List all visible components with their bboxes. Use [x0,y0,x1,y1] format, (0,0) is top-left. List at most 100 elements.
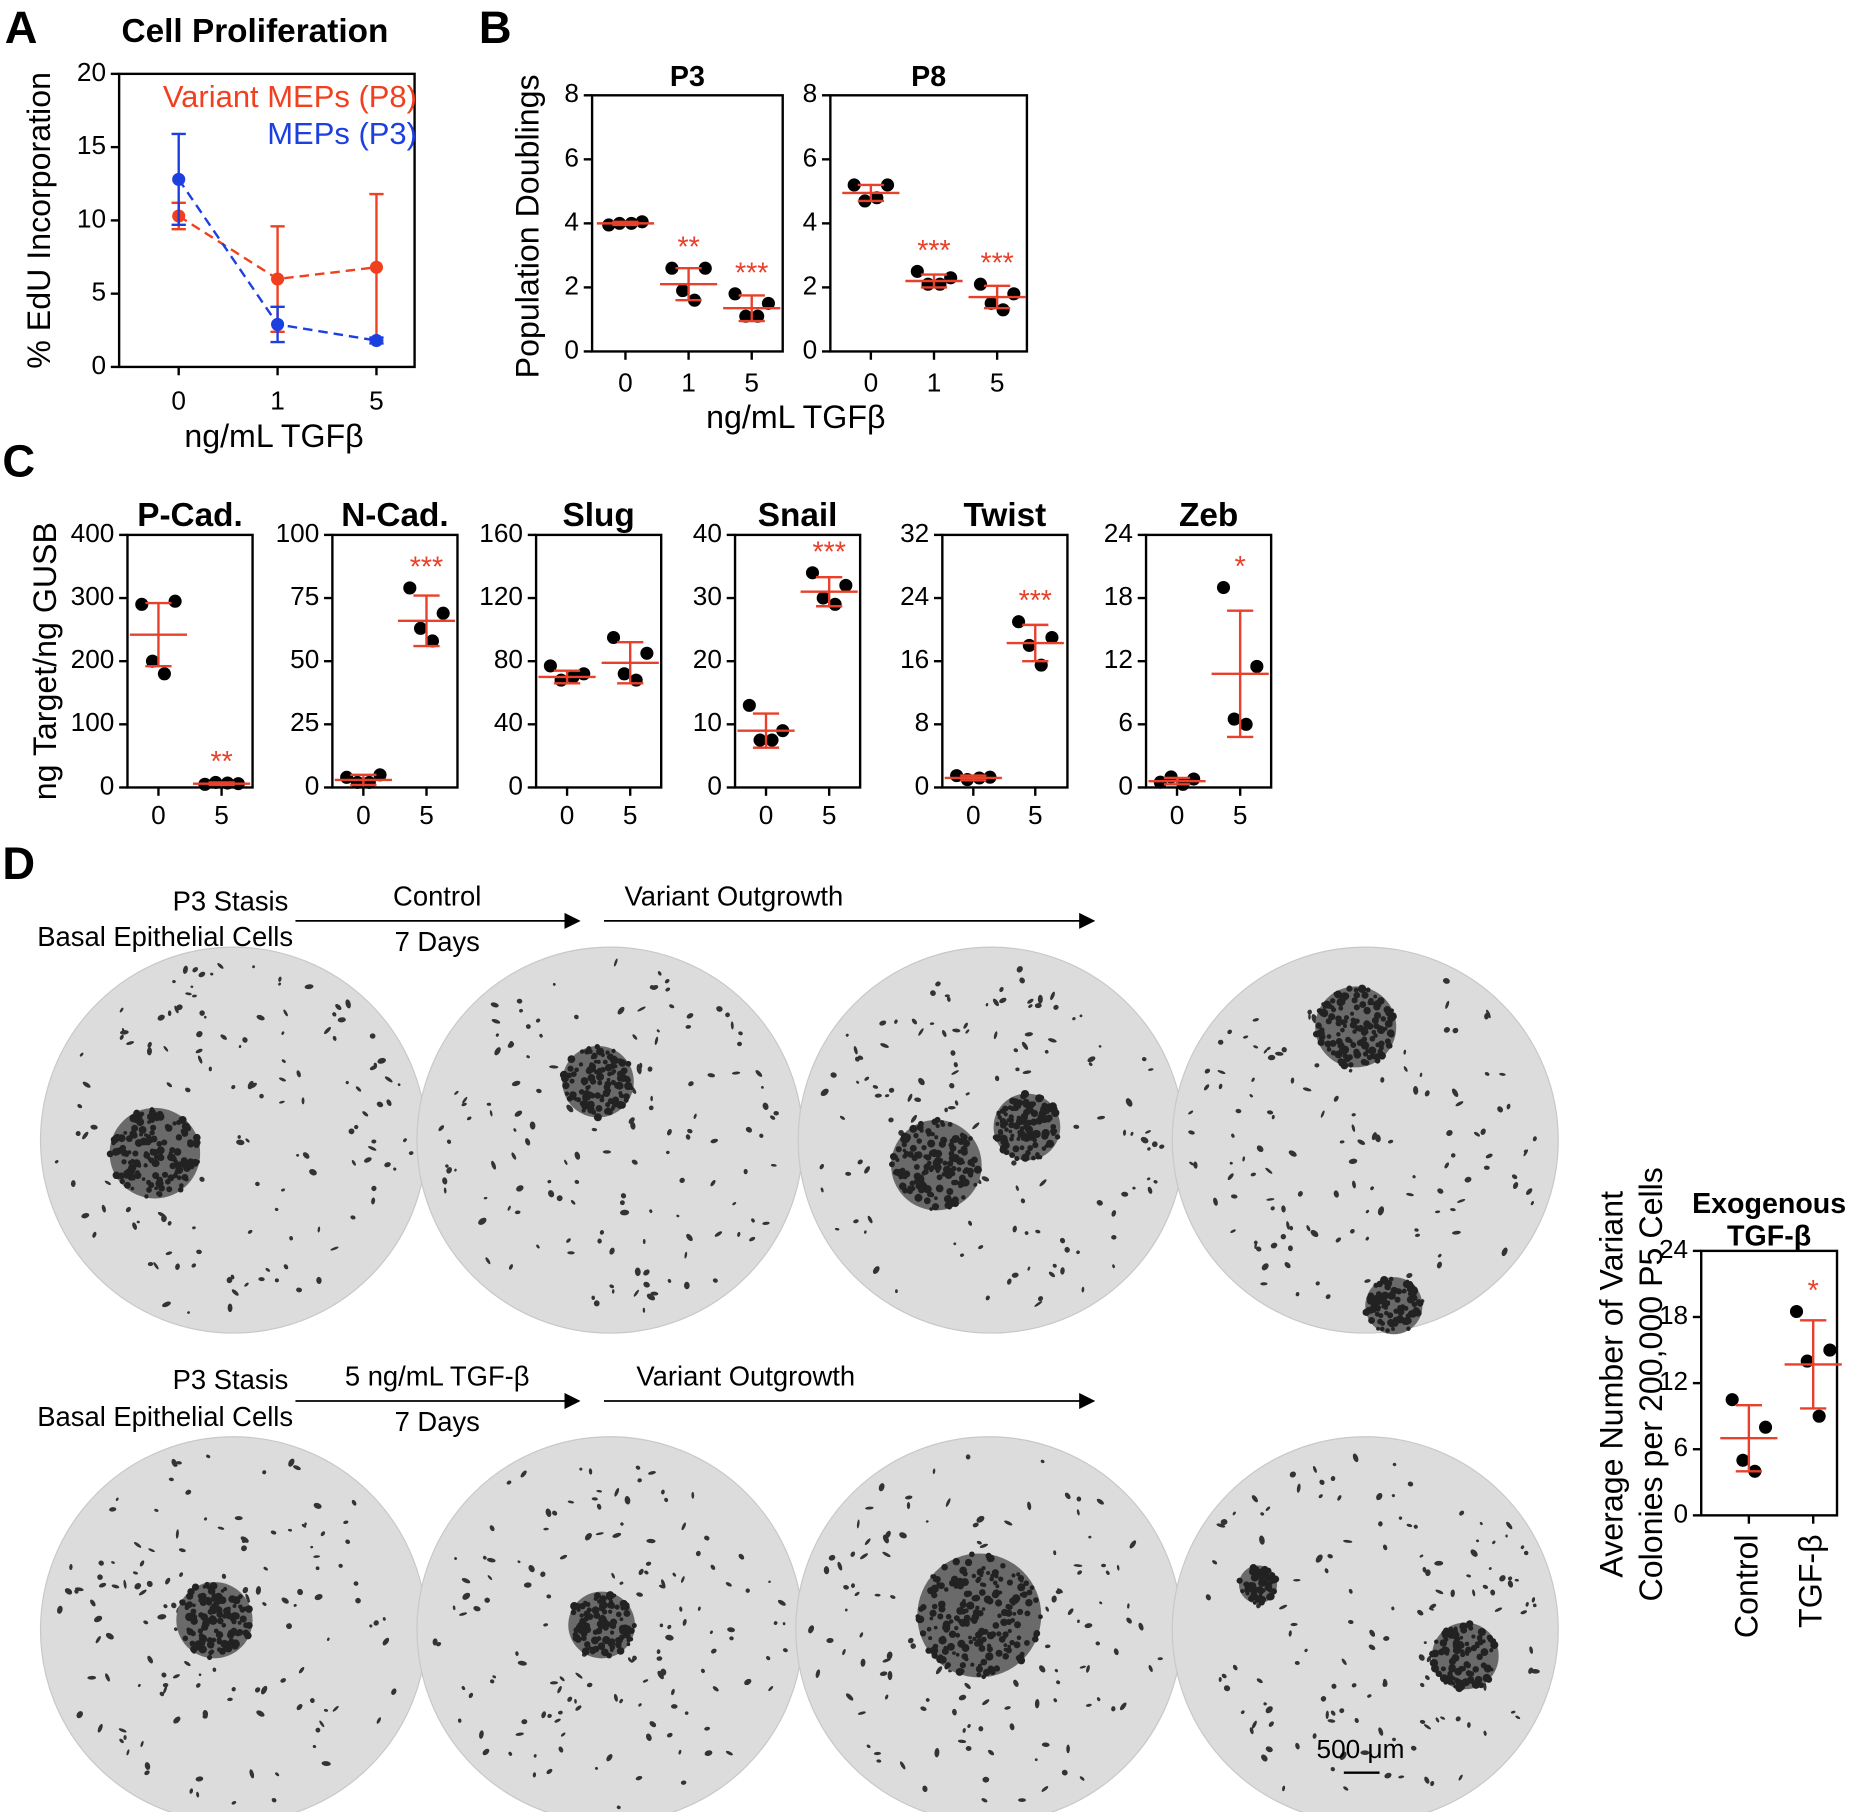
colony-cell [961,1160,965,1165]
cell-speck [1444,1162,1450,1169]
colony-cell [962,1139,971,1148]
colony-cell [992,1622,1000,1629]
colony-cell [112,1148,120,1156]
cell-speck [632,1655,637,1661]
data-point [157,667,171,681]
colony-cell [1330,998,1336,1004]
cell-speck [853,1219,859,1224]
cell-speck [279,1100,285,1104]
significance-label: *** [812,536,845,568]
colony-cell [1380,1016,1387,1022]
colony-cell [156,1146,165,1155]
colony-cell [981,1607,986,1611]
cell-speck [1279,1604,1288,1610]
cell-speck [1138,1622,1144,1631]
cell-speck [1515,1715,1521,1720]
cell-speck [1266,1046,1271,1051]
cell-speck [1015,1185,1019,1191]
cell-speck [657,971,662,976]
x-tick-label: 0 [864,368,879,398]
colony-cell [1373,1282,1379,1288]
cell-speck [1281,1047,1287,1053]
cell-speck [199,1010,205,1016]
colony-cell [113,1133,122,1142]
colony-cell [144,1139,152,1146]
x-axis-label: ng/mL TGFβ [184,418,363,454]
cell-speck [1494,1607,1503,1612]
cell-speck [345,1539,351,1545]
colony-cell [952,1651,956,1655]
cell-speck [711,1648,717,1654]
x-tick-label: 5 [1233,800,1248,830]
colony-cell [1054,1134,1061,1140]
x-tick-label: 0 [759,800,774,830]
cell-speck [1302,1087,1312,1092]
colony-cell [944,1665,949,1670]
cell-speck [1532,1603,1537,1608]
colony-cell [631,1622,637,1629]
cell-speck [1295,1292,1300,1297]
colony-cell [1390,1286,1398,1295]
cell-speck [278,1077,287,1082]
colony-cell [170,1155,177,1162]
colony-cell [1037,1113,1046,1122]
cell-speck [884,1694,889,1700]
cell-speck [890,1595,896,1599]
chart-title: P3 [670,61,705,93]
cell-speck [491,1160,497,1170]
y-tick-label: 10 [77,203,106,233]
colony-cell [582,1081,587,1086]
cell-speck [1064,1246,1070,1253]
cell-speck [894,1019,898,1024]
cell-speck [1436,1261,1442,1269]
cell-speck [148,1548,156,1553]
y-tick-label: 6 [1118,707,1133,737]
colony-cell [584,1626,592,1634]
cell-speck [1440,1716,1446,1720]
colony-cell [923,1197,931,1205]
colony-cell [1009,1136,1014,1142]
colony-cell [1323,1001,1331,1009]
colony-cell [611,1105,616,1110]
cell-speck [1406,1192,1414,1197]
cell-speck [972,1122,980,1130]
colony-cell [600,1052,605,1058]
cell-speck [685,1134,691,1140]
colony-cell [998,1576,1004,1582]
colony-cell [179,1183,184,1188]
cell-speck [828,1554,836,1561]
cell-speck [842,1648,846,1656]
colony-cell [596,1620,605,1628]
colony-cell [948,1142,955,1148]
significance-label: * [1235,551,1246,583]
chart-title: Cell Proliferation [122,13,389,50]
cell-speck [596,1503,602,1510]
colony-cell [622,1604,629,1611]
colony-cell [626,1642,631,1647]
colony-cell [1368,1316,1375,1324]
cell-speck [738,1553,745,1560]
cell-speck [1097,1115,1106,1120]
cell-speck [1505,1534,1508,1538]
cell-speck [278,982,282,986]
cell-speck [54,1160,59,1164]
cell-speck [231,1687,236,1692]
cell-speck [906,1502,911,1510]
colony-cell [948,1619,954,1624]
cell-speck [856,1519,860,1529]
colony-cell [1413,1307,1421,1315]
colony-cell [990,1573,995,1579]
colony-cell [623,1609,631,1617]
colony-cell [605,1050,610,1055]
cell-speck [132,1571,139,1575]
colony-cell [962,1598,966,1603]
colony-cell [1354,1018,1360,1024]
colony-cell [207,1608,214,1615]
colony-cell [125,1135,133,1143]
colony-cell [1373,1003,1381,1011]
cell-speck [1425,1569,1431,1577]
colony-cell [237,1620,242,1625]
cell-speck [1470,1549,1478,1557]
